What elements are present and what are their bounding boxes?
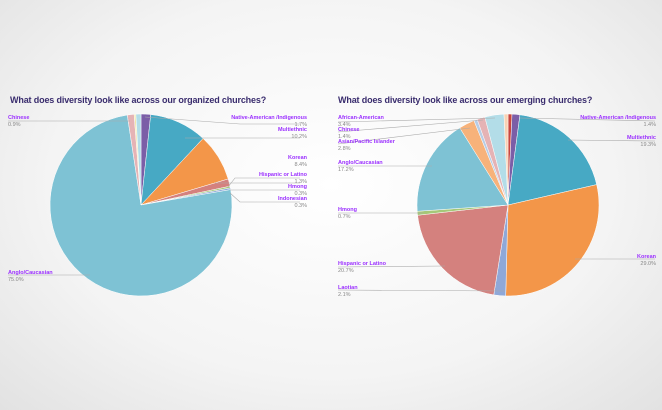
label-asian-pacific: Asian/Pacific Islander 2.8% bbox=[338, 139, 395, 152]
leader-lines bbox=[8, 116, 656, 292]
pie-slice-anglo-caucasian bbox=[416, 127, 509, 212]
pie-slice-other bbox=[503, 113, 509, 206]
pie-slice-hispanic-or-latino bbox=[417, 204, 509, 296]
label-korean: Korean 29.0% bbox=[637, 254, 656, 267]
label-hmong: Hmong 0.3% bbox=[288, 184, 307, 197]
label-hmong: Hmong 0.7% bbox=[338, 207, 357, 220]
label-korean: Korean 8.4% bbox=[288, 155, 307, 168]
label-chinese: Chinese 1.4% bbox=[338, 127, 360, 140]
label-hispanic: Hispanic or Latino 1.3% bbox=[259, 172, 307, 185]
emerging-pie bbox=[416, 113, 600, 297]
pie-slice-anglo-caucasian bbox=[49, 114, 233, 297]
label-multiethnic: Multiethnic 10.2% bbox=[277, 127, 307, 140]
label-chinese: Chinese 0.9% bbox=[8, 115, 30, 128]
label-hispanic: Hispanic or Latino 20.7% bbox=[338, 261, 386, 274]
label-anglo: Anglo/Caucasian 17.2% bbox=[338, 160, 383, 173]
organized-pie bbox=[49, 113, 233, 297]
emerging-chart-title: What does diversity look like across our… bbox=[338, 95, 593, 105]
label-anglo: Anglo/Caucasian 75.0% bbox=[8, 270, 53, 283]
organized-chart-title: What does diversity look like across our… bbox=[10, 95, 267, 105]
pie-slice-multiethnic bbox=[507, 114, 597, 206]
pie-slice-korean bbox=[505, 184, 600, 297]
label-native-american: Native-American /Indigenous 1.4% bbox=[580, 115, 656, 128]
label-laotian: Laotian 2.1% bbox=[338, 285, 358, 298]
label-indonesian: Indonesian 0.3% bbox=[277, 196, 307, 209]
label-multiethnic: Multiethnic 19.3% bbox=[626, 135, 656, 148]
pie-slice-chinese bbox=[135, 113, 142, 206]
label-native-american: Native-American /Indigenous 1.7% bbox=[231, 115, 307, 128]
label-african-american: African-American 3.4% bbox=[338, 115, 384, 128]
